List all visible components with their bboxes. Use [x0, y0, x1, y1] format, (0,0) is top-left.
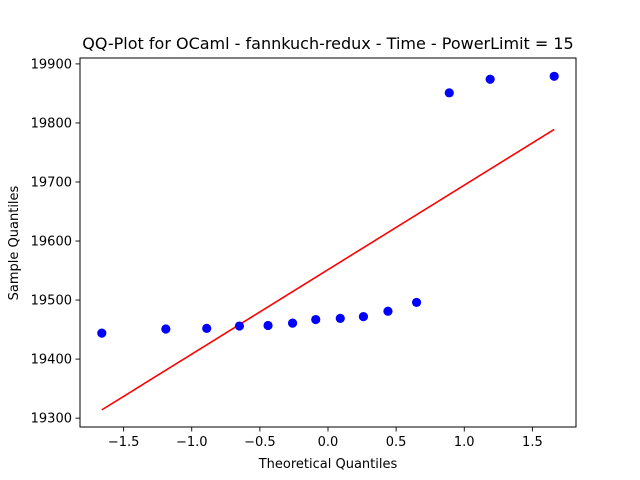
data-point — [202, 323, 212, 334]
y-tick-label: 19900 — [31, 57, 72, 72]
x-tick-label: −1.0 — [176, 435, 208, 450]
reference-line — [101, 128, 555, 411]
y-tick-label: 19300 — [31, 412, 72, 427]
data-point — [444, 88, 454, 98]
x-axis-label: Theoretical Quantiles — [258, 457, 398, 472]
data-point — [97, 328, 107, 338]
plot-frame — [79, 57, 577, 428]
data-point — [485, 74, 495, 84]
x-tick-label: 0.5 — [386, 435, 407, 450]
chart-title: QQ-Plot for OCaml - fannkuch-redux - Tim… — [82, 34, 573, 53]
data-point — [383, 306, 393, 316]
y-tick-label: 19500 — [31, 294, 72, 309]
data-point — [335, 313, 345, 323]
x-tick-label: 1.0 — [454, 435, 475, 450]
y-axis-label: Sample Quantiles — [7, 185, 22, 300]
x-tick-label: −0.5 — [244, 435, 276, 450]
data-point — [311, 314, 321, 325]
x-tick-label: −1.5 — [108, 435, 140, 450]
y-tick-label: 19600 — [31, 235, 72, 250]
data-point — [287, 318, 298, 328]
plot-area: −1.5 −1.0 −0.5 0.0 0.5 1.0 1.5 19300 19400 19500 1… — [31, 57, 577, 450]
data-point — [411, 297, 422, 308]
data-point — [263, 320, 273, 331]
data-point — [161, 324, 171, 334]
x-tick-label: 1.5 — [522, 435, 543, 450]
x-tick-label: 0.0 — [318, 435, 339, 450]
data-point — [549, 71, 559, 81]
y-tick-label: 19400 — [31, 353, 72, 368]
data-point — [358, 311, 369, 322]
y-tick-label: 19800 — [31, 116, 72, 131]
y-tick-label: 19700 — [31, 175, 72, 190]
data-point — [234, 321, 245, 331]
